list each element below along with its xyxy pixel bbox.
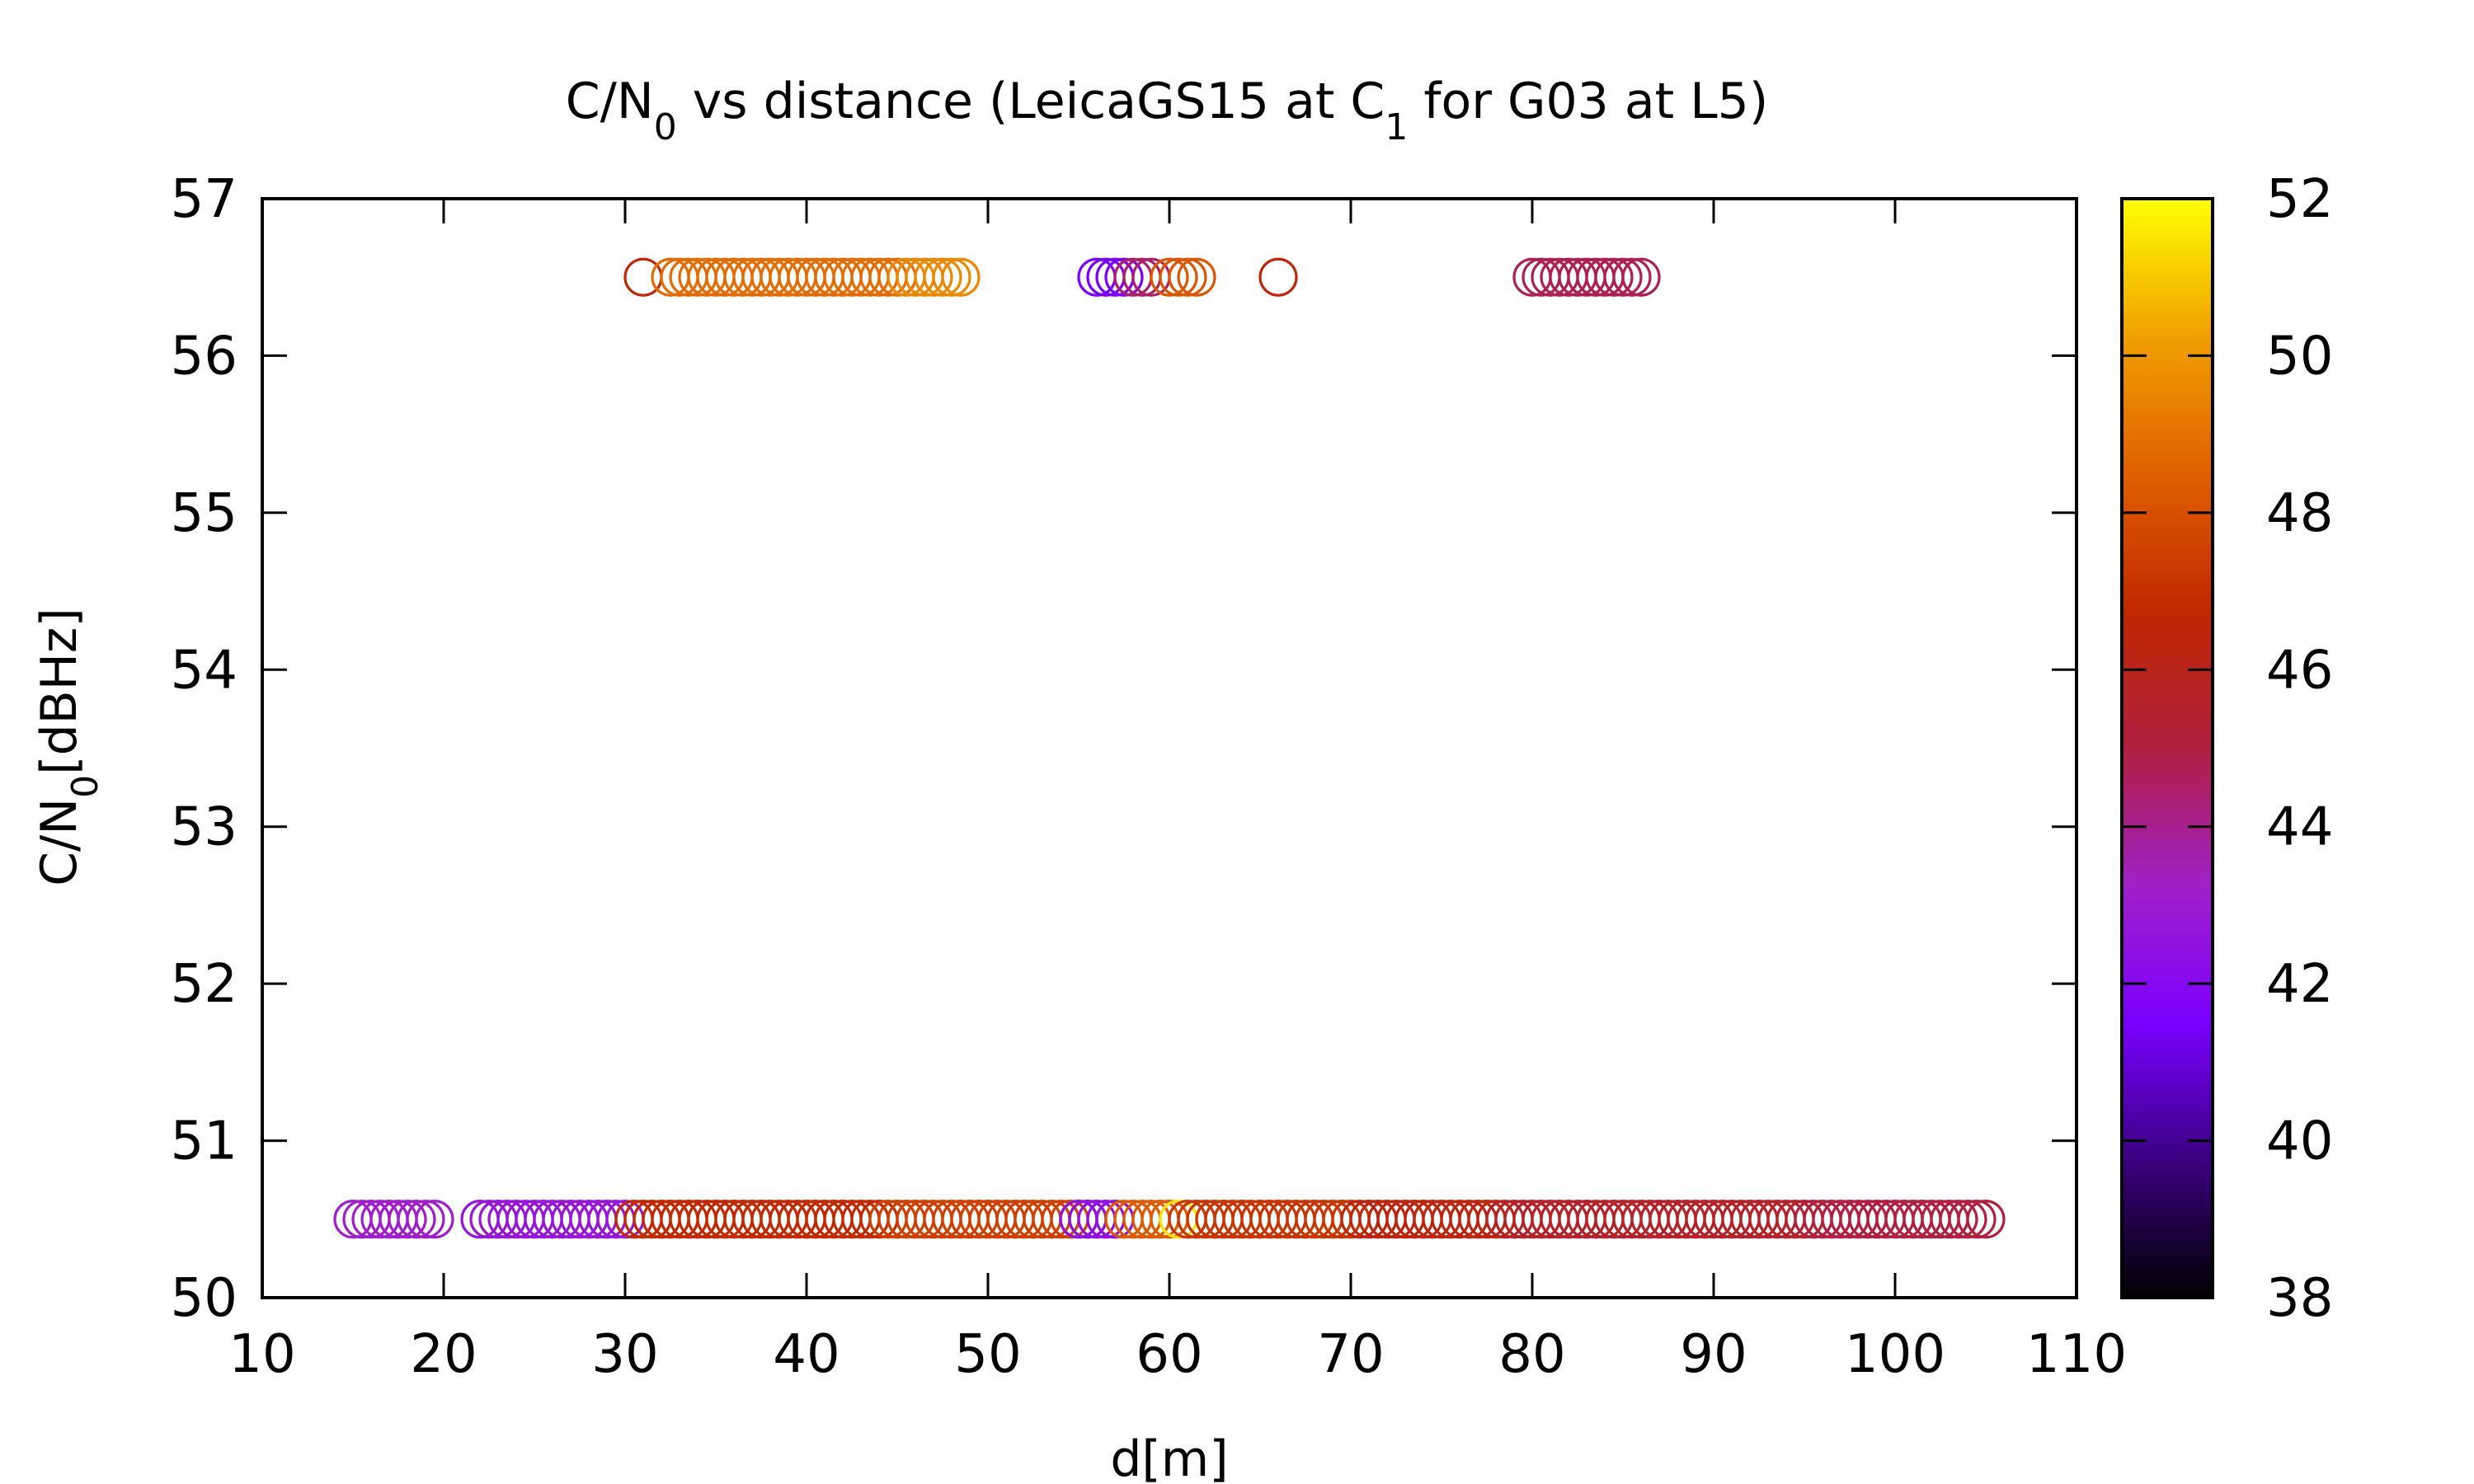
data-point bbox=[1594, 257, 1634, 297]
data-points bbox=[333, 257, 2006, 1239]
colorbar-tick-label: 48 bbox=[2266, 483, 2333, 544]
data-point bbox=[415, 1200, 454, 1239]
x-axis-label: d[m] bbox=[1110, 1430, 1228, 1484]
x-tick-label: 80 bbox=[1498, 1324, 1565, 1385]
x-tick-label: 60 bbox=[1136, 1324, 1202, 1385]
y-tick-label: 51 bbox=[171, 1111, 238, 1172]
x-tick-label: 10 bbox=[228, 1324, 295, 1385]
y-axis: 50 51 52 53 54 55 56 57 bbox=[171, 169, 2077, 1329]
x-tick-label: 30 bbox=[591, 1324, 658, 1385]
x-tick-label: 50 bbox=[954, 1324, 1021, 1385]
data-point bbox=[941, 257, 981, 297]
x-tick-label: 110 bbox=[2026, 1324, 2127, 1385]
x-tick-label: 90 bbox=[1680, 1324, 1747, 1385]
text-part: C/N bbox=[566, 73, 654, 130]
x-tick-label: 20 bbox=[410, 1324, 477, 1385]
data-point bbox=[1966, 1200, 2006, 1239]
data-point bbox=[1168, 257, 1207, 297]
y-tick-label: 52 bbox=[171, 954, 238, 1015]
data-point bbox=[1603, 257, 1643, 297]
y-tick-label: 50 bbox=[171, 1268, 238, 1329]
subscript: 0 bbox=[654, 106, 677, 148]
data-point bbox=[1150, 257, 1189, 297]
data-point bbox=[1177, 257, 1216, 297]
colorbar-tick-label: 38 bbox=[2266, 1268, 2333, 1329]
y-tick-label: 57 bbox=[171, 169, 238, 230]
data-point bbox=[1621, 257, 1661, 297]
y-tick-label: 56 bbox=[171, 326, 238, 387]
data-point bbox=[1957, 1200, 1997, 1239]
x-tick-label: 40 bbox=[773, 1324, 840, 1385]
colorbar-tick-label: 46 bbox=[2266, 640, 2333, 701]
colorbar-gradient bbox=[2120, 197, 2214, 1299]
y-tick-label: 53 bbox=[171, 797, 238, 858]
chart-title: C/N0 vs distance (LeicaGS15 at C1 for G0… bbox=[566, 73, 1769, 148]
y-tick-label: 54 bbox=[171, 640, 238, 701]
data-point bbox=[923, 257, 962, 297]
subscript: 1 bbox=[1385, 106, 1408, 148]
data-point bbox=[1104, 257, 1144, 297]
colorbar: 38 40 42 44 46 48 50 52 bbox=[2120, 169, 2333, 1329]
data-point bbox=[1939, 1200, 1978, 1239]
data-point bbox=[1258, 257, 1298, 297]
plot-frame bbox=[261, 197, 2078, 1299]
data-point bbox=[406, 1200, 445, 1239]
data-point bbox=[388, 1200, 427, 1239]
colorbar-tick-label: 44 bbox=[2266, 797, 2333, 858]
text-part: for G03 at L5) bbox=[1408, 73, 1768, 130]
text-part: vs distance (LeicaGS15 at C bbox=[677, 73, 1385, 130]
y-axis-label: C/N0[dBHz] bbox=[31, 608, 106, 886]
text-part: [dBHz] bbox=[31, 608, 88, 775]
data-point bbox=[1612, 257, 1652, 297]
data-point bbox=[1159, 257, 1198, 297]
colorbar-tick-label: 52 bbox=[2266, 169, 2333, 230]
x-axis: 10 20 30 40 50 60 70 80 90 100 110 bbox=[228, 199, 2127, 1385]
colorbar-tick-label: 50 bbox=[2266, 326, 2333, 387]
data-point bbox=[932, 257, 971, 297]
colorbar-tick-label: 40 bbox=[2266, 1111, 2333, 1172]
data-point bbox=[914, 257, 953, 297]
data-point bbox=[397, 1200, 436, 1239]
y-tick-label: 55 bbox=[171, 483, 238, 544]
x-tick-label: 70 bbox=[1317, 1324, 1384, 1385]
subscript: 0 bbox=[64, 775, 106, 798]
data-point bbox=[1948, 1200, 1987, 1239]
colorbar-tick-label: 42 bbox=[2266, 954, 2333, 1015]
text-part: C/N bbox=[31, 798, 88, 886]
x-tick-label: 100 bbox=[1845, 1324, 1945, 1385]
